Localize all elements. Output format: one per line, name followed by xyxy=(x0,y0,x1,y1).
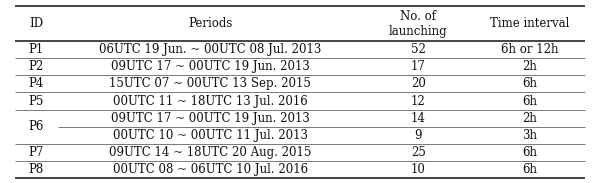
Text: 14: 14 xyxy=(411,112,426,125)
Text: 6h: 6h xyxy=(522,146,537,159)
Text: Time interval: Time interval xyxy=(490,17,569,30)
Text: P8: P8 xyxy=(29,163,44,176)
Text: P1: P1 xyxy=(29,43,44,56)
Text: P2: P2 xyxy=(29,60,44,73)
Text: 3h: 3h xyxy=(522,129,537,142)
Text: 6h: 6h xyxy=(522,163,537,176)
Text: 00UTC 11 ~ 18UTC 13 Jul. 2016: 00UTC 11 ~ 18UTC 13 Jul. 2016 xyxy=(113,94,307,108)
Text: 6h or 12h: 6h or 12h xyxy=(501,43,558,56)
Text: 00UTC 10 ~ 00UTC 11 Jul. 2013: 00UTC 10 ~ 00UTC 11 Jul. 2013 xyxy=(112,129,307,142)
Text: P4: P4 xyxy=(29,77,44,90)
Text: 25: 25 xyxy=(411,146,426,159)
Text: 15UTC 07 ~ 00UTC 13 Sep. 2015: 15UTC 07 ~ 00UTC 13 Sep. 2015 xyxy=(109,77,311,90)
Text: 6h: 6h xyxy=(522,94,537,108)
Text: 06UTC 19 Jun. ~ 00UTC 08 Jul. 2013: 06UTC 19 Jun. ~ 00UTC 08 Jul. 2013 xyxy=(99,43,321,56)
Text: No. of
launching: No. of launching xyxy=(389,10,447,38)
Text: 2h: 2h xyxy=(522,112,537,125)
Text: 6h: 6h xyxy=(522,77,537,90)
Text: 10: 10 xyxy=(411,163,426,176)
Text: Periods: Periods xyxy=(188,17,233,30)
Text: 9: 9 xyxy=(414,129,422,142)
Text: P5: P5 xyxy=(29,94,44,108)
Text: P6: P6 xyxy=(29,120,44,133)
Text: 00UTC 08 ~ 06UTC 10 Jul. 2016: 00UTC 08 ~ 06UTC 10 Jul. 2016 xyxy=(112,163,308,176)
Text: 52: 52 xyxy=(411,43,426,56)
Text: 09UTC 17 ~ 00UTC 19 Jun. 2013: 09UTC 17 ~ 00UTC 19 Jun. 2013 xyxy=(111,112,310,125)
Text: 17: 17 xyxy=(411,60,426,73)
Text: 2h: 2h xyxy=(522,60,537,73)
Text: P7: P7 xyxy=(29,146,44,159)
Text: 20: 20 xyxy=(411,77,426,90)
Text: 09UTC 17 ~ 00UTC 19 Jun. 2013: 09UTC 17 ~ 00UTC 19 Jun. 2013 xyxy=(111,60,310,73)
Text: ID: ID xyxy=(29,17,44,30)
Text: 12: 12 xyxy=(411,94,426,108)
Text: 09UTC 14 ~ 18UTC 20 Aug. 2015: 09UTC 14 ~ 18UTC 20 Aug. 2015 xyxy=(109,146,312,159)
